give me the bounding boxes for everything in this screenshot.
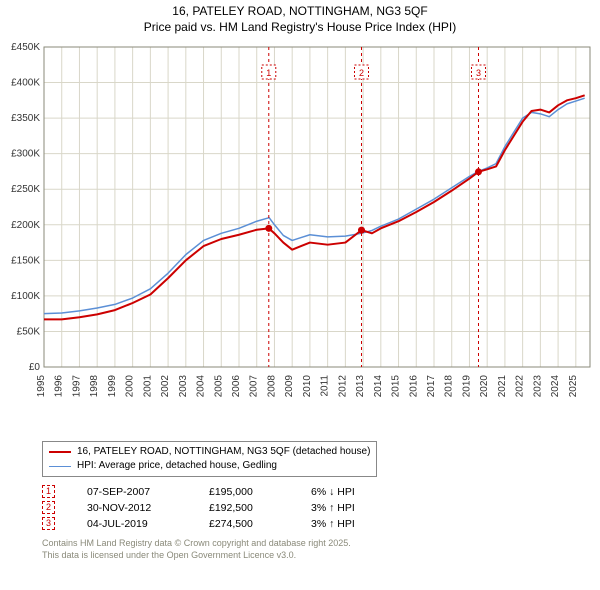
legend-item: HPI: Average price, detached house, Gedl… [49,459,370,473]
sales-table: 1 07-SEP-2007 £195,000 6% ↓ HPI 2 30-NOV-2012… [42,485,600,530]
sale-date: 04-JUL-2019 [87,518,177,530]
x-tick-label: 2011 [320,375,331,397]
chart-title-area: 16, PATELEY ROAD, NOTTINGHAM, NG3 5QF Pr… [0,0,600,37]
x-tick-label: 2024 [550,375,561,398]
x-tick-label: 2000 [125,375,136,398]
x-tick-label: 2023 [532,375,543,398]
x-tick-label: 2005 [213,375,224,398]
legend: 16, PATELEY ROAD, NOTTINGHAM, NG3 5QF (d… [42,441,377,477]
y-tick-label: £200K [11,220,40,231]
x-tick-label: 2025 [568,375,579,398]
sale-marker-label: 1 [266,68,271,78]
sale-marker-label: 2 [359,68,364,78]
sale-hpi: 3% ↑ HPI [311,518,391,530]
x-tick-label: 2020 [479,375,490,398]
title-line-1: 16, PATELEY ROAD, NOTTINGHAM, NG3 5QF [0,4,600,20]
sale-hpi: 6% ↓ HPI [311,486,391,498]
x-tick-label: 2010 [302,375,313,398]
sale-marker-label: 3 [476,68,481,78]
legend-label: HPI: Average price, detached house, Gedl… [77,459,277,473]
x-tick-label: 2012 [337,375,348,398]
series-hpi [44,98,585,313]
x-tick-label: 2016 [408,375,419,398]
sale-date: 07-SEP-2007 [87,486,177,498]
x-tick-label: 1996 [54,375,65,398]
x-tick-label: 2007 [249,375,260,398]
x-tick-label: 2006 [231,375,242,398]
x-tick-label: 2017 [426,375,437,398]
y-tick-label: £150K [11,256,40,267]
y-tick-label: £400K [11,78,40,89]
x-tick-label: 2022 [515,375,526,398]
title-line-2: Price paid vs. HM Land Registry's House … [0,20,600,36]
x-tick-label: 2015 [391,375,402,398]
footer-line-1: Contains HM Land Registry data © Crown c… [42,538,600,550]
sale-marker-box: 2 [42,501,55,514]
sale-marker-box: 3 [42,517,55,530]
legend-label: 16, PATELEY ROAD, NOTTINGHAM, NG3 5QF (d… [77,445,370,459]
sale-row: 1 07-SEP-2007 £195,000 6% ↓ HPI [42,485,600,498]
sale-marker-box: 1 [42,485,55,498]
footer-line-2: This data is licensed under the Open Gov… [42,550,600,562]
sale-price: £195,000 [209,486,279,498]
y-tick-label: £350K [11,113,40,124]
x-tick-label: 2008 [266,375,277,398]
y-tick-label: £450K [11,42,40,53]
y-tick-label: £250K [11,184,40,195]
x-tick-label: 2009 [284,375,295,398]
sale-date: 30-NOV-2012 [87,502,177,514]
legend-swatch [49,451,71,453]
y-tick-label: £300K [11,149,40,160]
x-tick-label: 1995 [36,375,47,398]
x-tick-label: 1997 [71,375,82,398]
price-chart: £0 £50K £100K £150K £200K £250K £300K £350K £400… [0,37,600,437]
x-tick-label: 2004 [196,375,207,398]
chart-container: £0 £50K £100K £150K £200K £250K £300K £350K £400… [0,37,600,437]
x-tick-label: 1998 [89,375,100,398]
sale-price: £192,500 [209,502,279,514]
y-tick-label: £0 [29,362,41,373]
x-tick-label: 2013 [355,375,366,398]
sale-row: 2 30-NOV-2012 £192,500 3% ↑ HPI [42,501,600,514]
legend-item: 16, PATELEY ROAD, NOTTINGHAM, NG3 5QF (d… [49,445,370,459]
sale-hpi: 3% ↑ HPI [311,502,391,514]
x-tick-label: 2019 [461,375,472,398]
y-tick-label: £50K [17,327,41,338]
x-tick-label: 2018 [444,375,455,398]
series-price_paid [44,96,585,320]
y-tick-label: £100K [11,291,40,302]
x-tick-label: 2014 [373,375,384,398]
sale-row: 3 04-JUL-2019 £274,500 3% ↑ HPI [42,517,600,530]
x-tick-label: 2001 [142,375,153,398]
sale-price: £274,500 [209,518,279,530]
legend-swatch [49,466,71,467]
footer-attribution: Contains HM Land Registry data © Crown c… [42,538,600,561]
x-tick-label: 1999 [107,375,118,398]
x-tick-label: 2002 [160,375,171,398]
x-tick-label: 2003 [178,375,189,398]
x-tick-label: 2021 [497,375,508,398]
